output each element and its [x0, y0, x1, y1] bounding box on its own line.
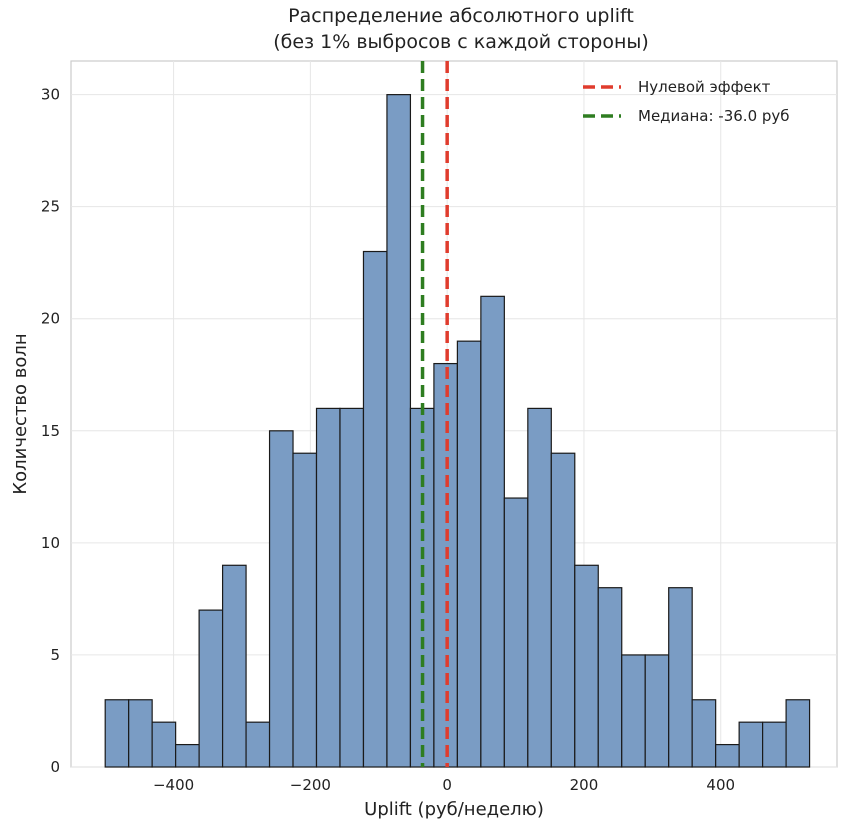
- histogram-bar: [292, 452, 318, 768]
- histogram-bar: [550, 452, 576, 768]
- histogram-bar: [503, 497, 529, 768]
- reference-lines: [420, 61, 449, 767]
- y-tick-label: 5: [50, 646, 60, 664]
- histogram-bar: [715, 743, 740, 768]
- x-tick-label: −400: [153, 776, 194, 794]
- histogram-bar: [738, 721, 764, 768]
- histogram-bar: [574, 564, 599, 768]
- x-axis-ticks: −400 −200 0 200 400: [153, 776, 735, 794]
- histogram-bar: [386, 94, 412, 768]
- histogram-bar: [198, 609, 224, 768]
- histogram-bar: [644, 654, 670, 768]
- histogram-bar: [785, 699, 811, 768]
- y-axis-ticks: 0 5 10 15 20 25 30: [41, 86, 60, 776]
- histogram-bar: [268, 430, 294, 768]
- legend-label-median: Медиана: -36.0 руб: [638, 107, 790, 125]
- histogram-bar: [362, 250, 388, 768]
- histogram-bar: [339, 407, 365, 768]
- y-tick-label: 15: [41, 422, 60, 440]
- x-tick-label: 400: [706, 776, 735, 794]
- histogram-bar: [762, 721, 787, 768]
- chart-title-line-1: Распределение абсолютного uplift: [288, 5, 634, 27]
- x-tick-label: 0: [442, 776, 452, 794]
- histogram-bar: [128, 699, 153, 768]
- histogram-bar: [621, 654, 646, 768]
- y-tick-label: 30: [41, 86, 60, 104]
- y-axis-label: Количество волн: [10, 333, 31, 494]
- x-tick-label: −200: [290, 776, 331, 794]
- y-tick-label: 20: [41, 310, 60, 328]
- histogram-bar: [151, 721, 177, 768]
- histogram-bars: [104, 94, 811, 768]
- histogram-bar: [104, 699, 130, 768]
- x-tick-label: 200: [570, 776, 599, 794]
- histogram-bar: [456, 340, 482, 768]
- histogram-bar: [527, 407, 552, 768]
- histogram-bar: [175, 743, 200, 768]
- histogram-bar: [480, 295, 505, 768]
- legend: Нулевой эффект Медиана: -36.0 руб: [583, 78, 790, 125]
- y-tick-label: 25: [41, 198, 60, 216]
- histogram-bar: [691, 699, 717, 768]
- y-tick-label: 10: [41, 534, 60, 552]
- histogram-bar: [597, 587, 623, 768]
- histogram-bar: [245, 721, 271, 768]
- y-tick-label: 0: [50, 758, 60, 776]
- x-axis-label: Uplift (руб/неделю): [364, 799, 544, 820]
- histogram-bar: [221, 564, 247, 768]
- histogram-bar: [315, 407, 341, 768]
- legend-label-zero-effect: Нулевой эффект: [638, 78, 771, 96]
- histogram-bar: [668, 587, 693, 768]
- chart-title-line-2: (без 1% выбросов с каждой стороны): [273, 31, 649, 53]
